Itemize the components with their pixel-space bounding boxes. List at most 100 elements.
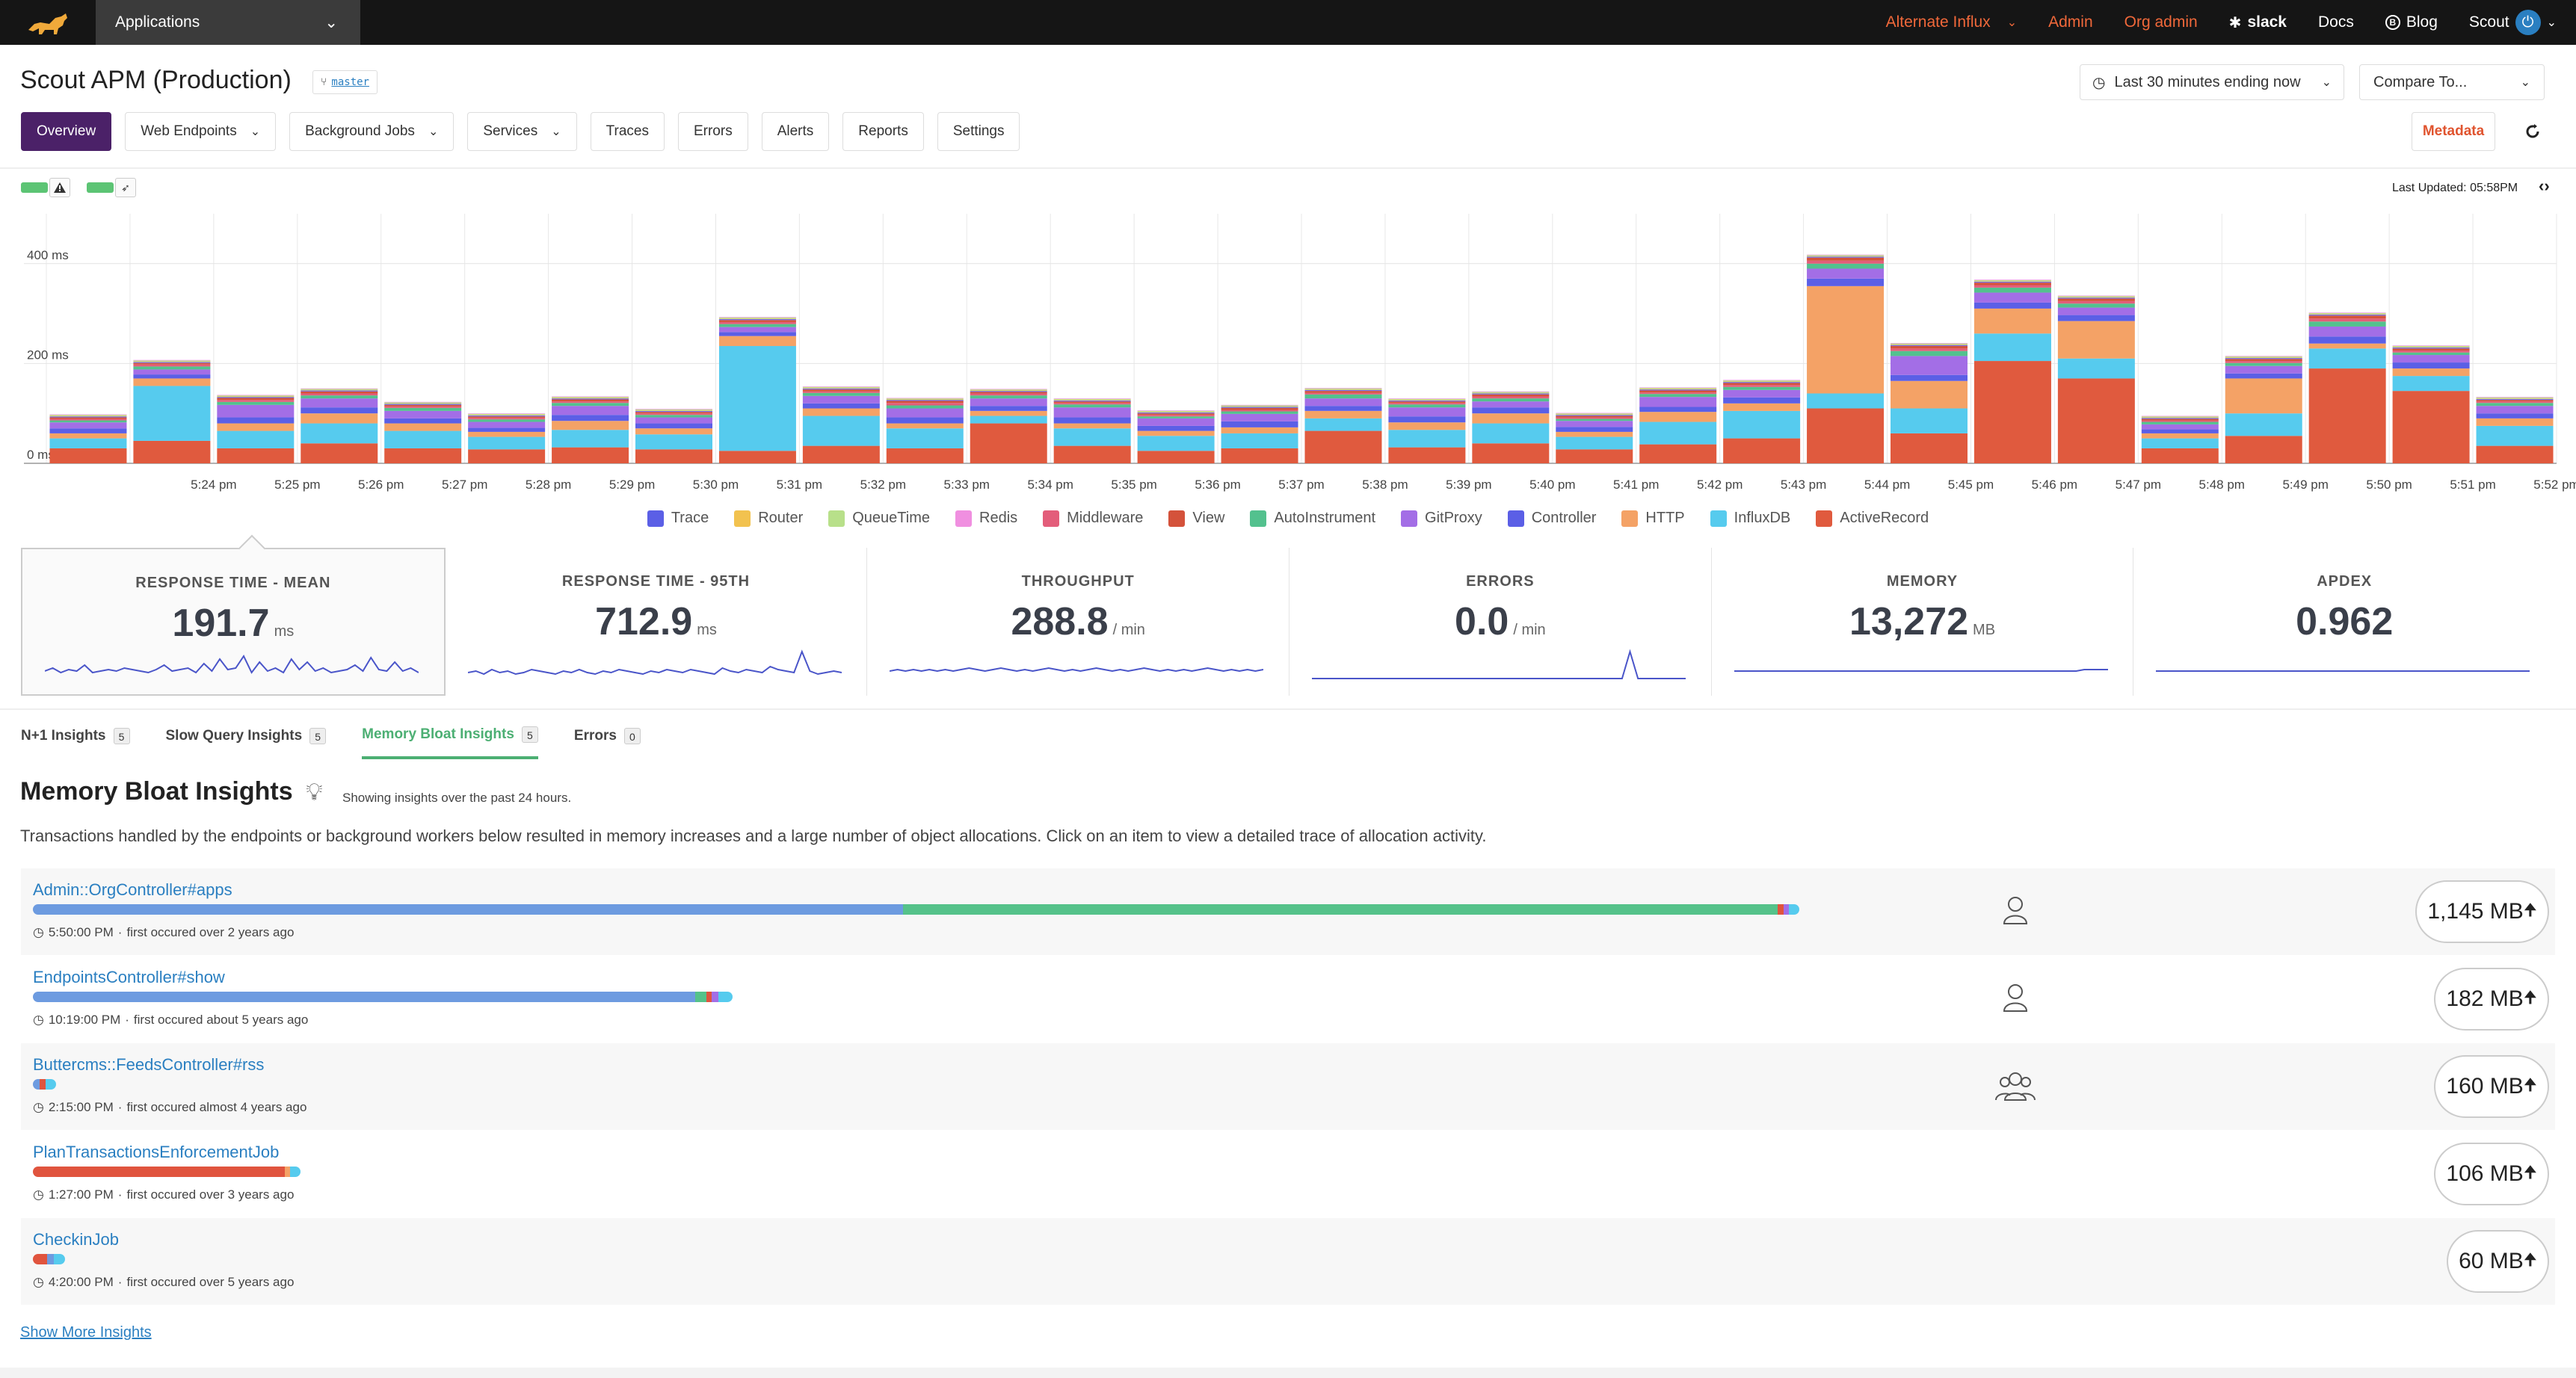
memory-increase-badge[interactable]: 1,145 MB 🠉: [2415, 880, 2549, 943]
memory-increase-badge[interactable]: 160 MB 🠉: [2434, 1055, 2549, 1118]
insight-row[interactable]: EndpointsController#show ◷ 10:19:00 PM · fir…: [21, 956, 2555, 1043]
legend-item-middleware[interactable]: Middleware: [1043, 510, 1143, 527]
insight-row[interactable]: Admin::OrgController#apps ◷ 5:50:00 PM · fir…: [21, 868, 2555, 956]
nav-slack[interactable]: ✱ slack: [2229, 13, 2287, 32]
nav-alternate-influx[interactable]: Alternate Influx ⌄: [1886, 13, 2018, 31]
legend-item-gitproxy[interactable]: GitProxy: [1401, 510, 1482, 527]
tab-alerts[interactable]: Alerts: [761, 112, 830, 151]
bar-stack[interactable]: [1639, 387, 1717, 463]
memory-increase-badge[interactable]: 60 MB 🠉: [2447, 1230, 2549, 1293]
legend-item-controller[interactable]: Controller: [1507, 510, 1596, 527]
metric-card-memory[interactable]: MEMORY 13,272 MB: [1712, 548, 2134, 696]
bar-stack[interactable]: [1053, 398, 1131, 463]
time-range-select[interactable]: ◷ Last 30 minutes ending now ⌄: [2080, 64, 2344, 100]
tab-background-jobs[interactable]: Background Jobs ⌄: [289, 112, 455, 151]
scout-logo[interactable]: [0, 0, 96, 45]
nav-blog[interactable]: B Blog: [2385, 13, 2438, 31]
legend-item-queuetime[interactable]: QueueTime: [828, 510, 930, 527]
bar-stack[interactable]: [970, 389, 1047, 463]
deploys-toggle[interactable]: ➶: [87, 178, 136, 197]
tab-memory-bloat-insights[interactable]: Memory Bloat Insights 5: [362, 726, 538, 759]
bar-stack[interactable]: [2392, 345, 2470, 463]
compare-to-select[interactable]: Compare To... ⌄: [2359, 64, 2545, 100]
bar-stack[interactable]: [301, 388, 378, 463]
bar-stack[interactable]: [1472, 391, 1550, 463]
applications-select[interactable]: Applications ⌄: [96, 0, 360, 45]
legend-item-autoinstrument[interactable]: AutoInstrument: [1250, 510, 1375, 527]
insight-transaction-link[interactable]: Admin::OrgController#apps: [33, 880, 232, 899]
bar-stack[interactable]: [1221, 404, 1298, 463]
bar-stack[interactable]: [1973, 279, 2051, 463]
metric-card-throughput[interactable]: THROUGHPUT 288.8/ min: [867, 548, 1290, 696]
legend-item-http[interactable]: HTTP: [1621, 510, 1685, 527]
bar-stack[interactable]: [1304, 388, 1382, 463]
insight-transaction-link[interactable]: Buttercms::FeedsController#rss: [33, 1055, 265, 1074]
legend-item-influxdb[interactable]: InfluxDB: [1710, 510, 1790, 527]
bar-stack[interactable]: [2225, 356, 2302, 463]
tab-reports[interactable]: Reports: [842, 112, 924, 151]
memory-increase-badge[interactable]: 106 MB 🠉: [2434, 1143, 2549, 1205]
nav-user-menu[interactable]: Scout ⏻ ⌄: [2469, 10, 2557, 35]
tab-n-plus-one-insights[interactable]: N+1 Insights 5: [21, 726, 130, 759]
legend-item-redis[interactable]: Redis: [955, 510, 1017, 527]
bar-stack[interactable]: [2308, 312, 2386, 463]
metric-card-apdex[interactable]: APDEX 0.962: [2133, 548, 2555, 696]
bar-segment-redis: [718, 317, 796, 318]
bar-segment-autoinstrument: [718, 324, 796, 327]
bar-stack[interactable]: [635, 409, 712, 463]
insight-transaction-link[interactable]: CheckinJob: [33, 1230, 119, 1249]
bar-stack[interactable]: [802, 386, 880, 463]
tab-error-insights[interactable]: Errors 0: [574, 726, 641, 759]
tab-traces[interactable]: Traces: [590, 112, 665, 151]
insight-transaction-link[interactable]: EndpointsController#show: [33, 968, 225, 986]
bar-stack[interactable]: [2141, 415, 2219, 463]
bar-segment-autoinstrument: [1973, 287, 2051, 293]
bar-stack[interactable]: [133, 359, 211, 463]
bar-stack[interactable]: [1556, 413, 1633, 463]
bar-stack[interactable]: [1137, 410, 1215, 463]
expand-icon[interactable]: ‹›: [2539, 176, 2550, 195]
memory-increase-badge[interactable]: 182 MB 🠉: [2434, 968, 2549, 1031]
insight-row[interactable]: Buttercms::FeedsController#rss ◷ 2:15:00 P…: [21, 1043, 2555, 1131]
bar-stack[interactable]: [886, 398, 964, 463]
metric-card-response-time-mean[interactable]: RESPONSE TIME - MEAN 191.7 ms: [21, 534, 446, 696]
bar-stack[interactable]: [1388, 398, 1466, 463]
show-more-insights-link[interactable]: Show More Insights: [20, 1324, 152, 1341]
bar-stack[interactable]: [1723, 380, 1801, 463]
legend-item-view[interactable]: View: [1168, 510, 1224, 527]
tab-web-endpoints[interactable]: Web Endpoints ⌄: [125, 112, 277, 151]
metadata-button[interactable]: Metadata: [2412, 112, 2495, 151]
bar-segment-router: [886, 399, 964, 401]
bar-stack[interactable]: [217, 395, 295, 463]
nav-org-admin[interactable]: Org admin: [2124, 13, 2198, 31]
insight-transaction-link[interactable]: PlanTransactionsEnforcementJob: [33, 1143, 280, 1161]
metric-card-response-time-95th[interactable]: RESPONSE TIME - 95TH 712.9 ms: [446, 548, 868, 696]
branch-badge[interactable]: ⑂ master: [312, 70, 378, 94]
bar-stack[interactable]: [1807, 254, 1885, 463]
alerts-toggle[interactable]: [21, 178, 70, 197]
tab-overview[interactable]: Overview: [21, 112, 112, 151]
bar-stack[interactable]: [2476, 397, 2554, 463]
bar-stack[interactable]: [718, 317, 796, 463]
insight-row[interactable]: PlanTransactionsEnforcementJob ◷ 1:27:00 P…: [21, 1131, 2555, 1218]
response-time-chart[interactable]: 0 ms 200 ms 400 ms 5:24 pm 5:25 pm 5:26 pm 5:2…: [0, 209, 2576, 501]
legend-item-router[interactable]: Router: [734, 510, 803, 527]
tab-errors[interactable]: Errors: [677, 112, 748, 151]
nav-admin[interactable]: Admin: [2048, 13, 2093, 31]
tab-slow-query-insights[interactable]: Slow Query Insights 5: [166, 726, 327, 759]
nav-docs[interactable]: Docs: [2318, 13, 2354, 31]
tab-settings[interactable]: Settings: [937, 112, 1020, 151]
bar-segment-middleware: [2476, 401, 2554, 404]
bar-stack[interactable]: [2057, 295, 2135, 463]
bar-stack[interactable]: [49, 414, 127, 463]
refresh-icon[interactable]: [2519, 118, 2546, 145]
metric-card-errors[interactable]: ERRORS 0.0/ min: [1289, 548, 1712, 696]
bar-stack[interactable]: [384, 401, 462, 463]
bar-stack[interactable]: [468, 413, 546, 463]
legend-item-activerecord[interactable]: ActiveRecord: [1816, 510, 1929, 527]
bar-stack[interactable]: [1891, 343, 1968, 463]
bar-stack[interactable]: [552, 396, 629, 463]
insight-row[interactable]: CheckinJob ◷ 4:20:00 PM · first occured over…: [21, 1218, 2555, 1306]
legend-item-trace[interactable]: Trace: [647, 510, 709, 527]
tab-services[interactable]: Services ⌄: [467, 112, 577, 151]
